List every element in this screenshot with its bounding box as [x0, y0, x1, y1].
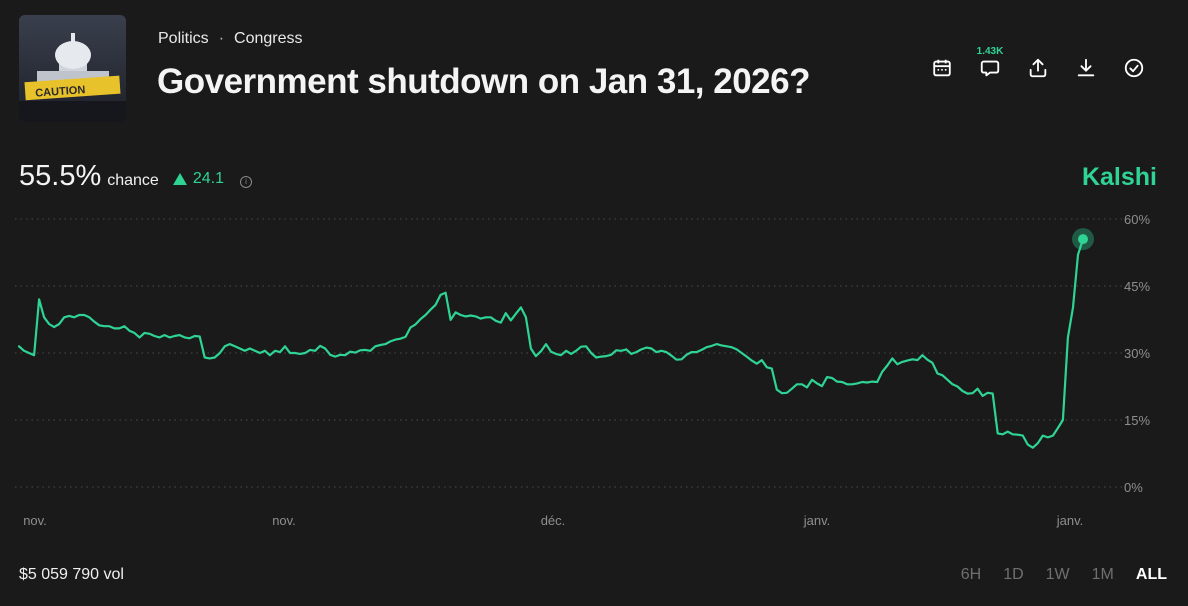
change-value: 24.1	[192, 170, 224, 187]
caution-tape-text: CAUTION	[35, 84, 86, 99]
range-1m[interactable]: 1M	[1091, 566, 1114, 583]
chance-value: 55.5%	[19, 160, 102, 192]
probability-chart: 0% 15% 30% 45% 60% nov. nov. déc. janv. janv.	[15, 212, 1150, 528]
action-bar: 1.43K	[928, 46, 1168, 82]
range-1w[interactable]: 1W	[1045, 566, 1070, 583]
breadcrumb-category[interactable]: Politics	[158, 30, 209, 47]
calendar-icon	[933, 59, 951, 77]
volume-label: $5 059 790 vol	[19, 566, 124, 583]
range-1d[interactable]: 1D	[1003, 566, 1024, 583]
y-tick-label: 0%	[1124, 480, 1143, 495]
info-icon[interactable]: i	[239, 175, 252, 188]
breadcrumb-separator: ·	[218, 30, 225, 47]
breadcrumb-subcategory[interactable]: Congress	[234, 30, 303, 47]
chance-summary: 55.5% chance 24.1 i	[19, 160, 252, 193]
series-line	[17, 238, 1085, 449]
y-tick-label: 30%	[1124, 346, 1150, 361]
current-point-marker[interactable]	[1078, 234, 1088, 245]
share-button[interactable]	[1024, 54, 1052, 82]
share-icon	[1029, 58, 1047, 78]
chance-label: chance	[107, 172, 159, 189]
change-indicator: 24.1	[172, 170, 224, 188]
market-thumbnail: CAUTION	[19, 15, 126, 122]
x-tick-label: janv.	[1056, 513, 1084, 528]
range-all[interactable]: ALL	[1135, 566, 1167, 583]
check-circle-icon	[1124, 58, 1144, 78]
y-tick-label: 15%	[1124, 413, 1150, 428]
follow-button[interactable]	[1120, 54, 1148, 82]
calendar-button[interactable]	[928, 54, 956, 82]
up-triangle-icon	[172, 173, 187, 185]
brand-logo[interactable]: Kalshi	[1081, 163, 1157, 191]
comments-button[interactable]: 1.43K	[976, 46, 1004, 82]
y-tick-label: 60%	[1124, 212, 1150, 227]
download-button[interactable]	[1072, 54, 1100, 82]
x-tick-label: nov.	[272, 513, 296, 528]
download-icon	[1077, 58, 1095, 77]
comment-icon	[980, 60, 1000, 77]
x-tick-label: nov.	[23, 513, 47, 528]
range-6h[interactable]: 6H	[960, 566, 982, 583]
time-range-selector: 6H 1D 1W 1M ALL	[939, 566, 1167, 584]
x-tick-label: déc.	[541, 513, 566, 528]
comment-count: 1.43K	[976, 46, 1004, 57]
breadcrumb: Politics · Congress	[158, 30, 303, 48]
y-tick-label: 45%	[1124, 279, 1150, 294]
x-tick-label: janv.	[803, 513, 831, 528]
page-title: Government shutdown on Jan 31, 2026?	[157, 62, 810, 101]
